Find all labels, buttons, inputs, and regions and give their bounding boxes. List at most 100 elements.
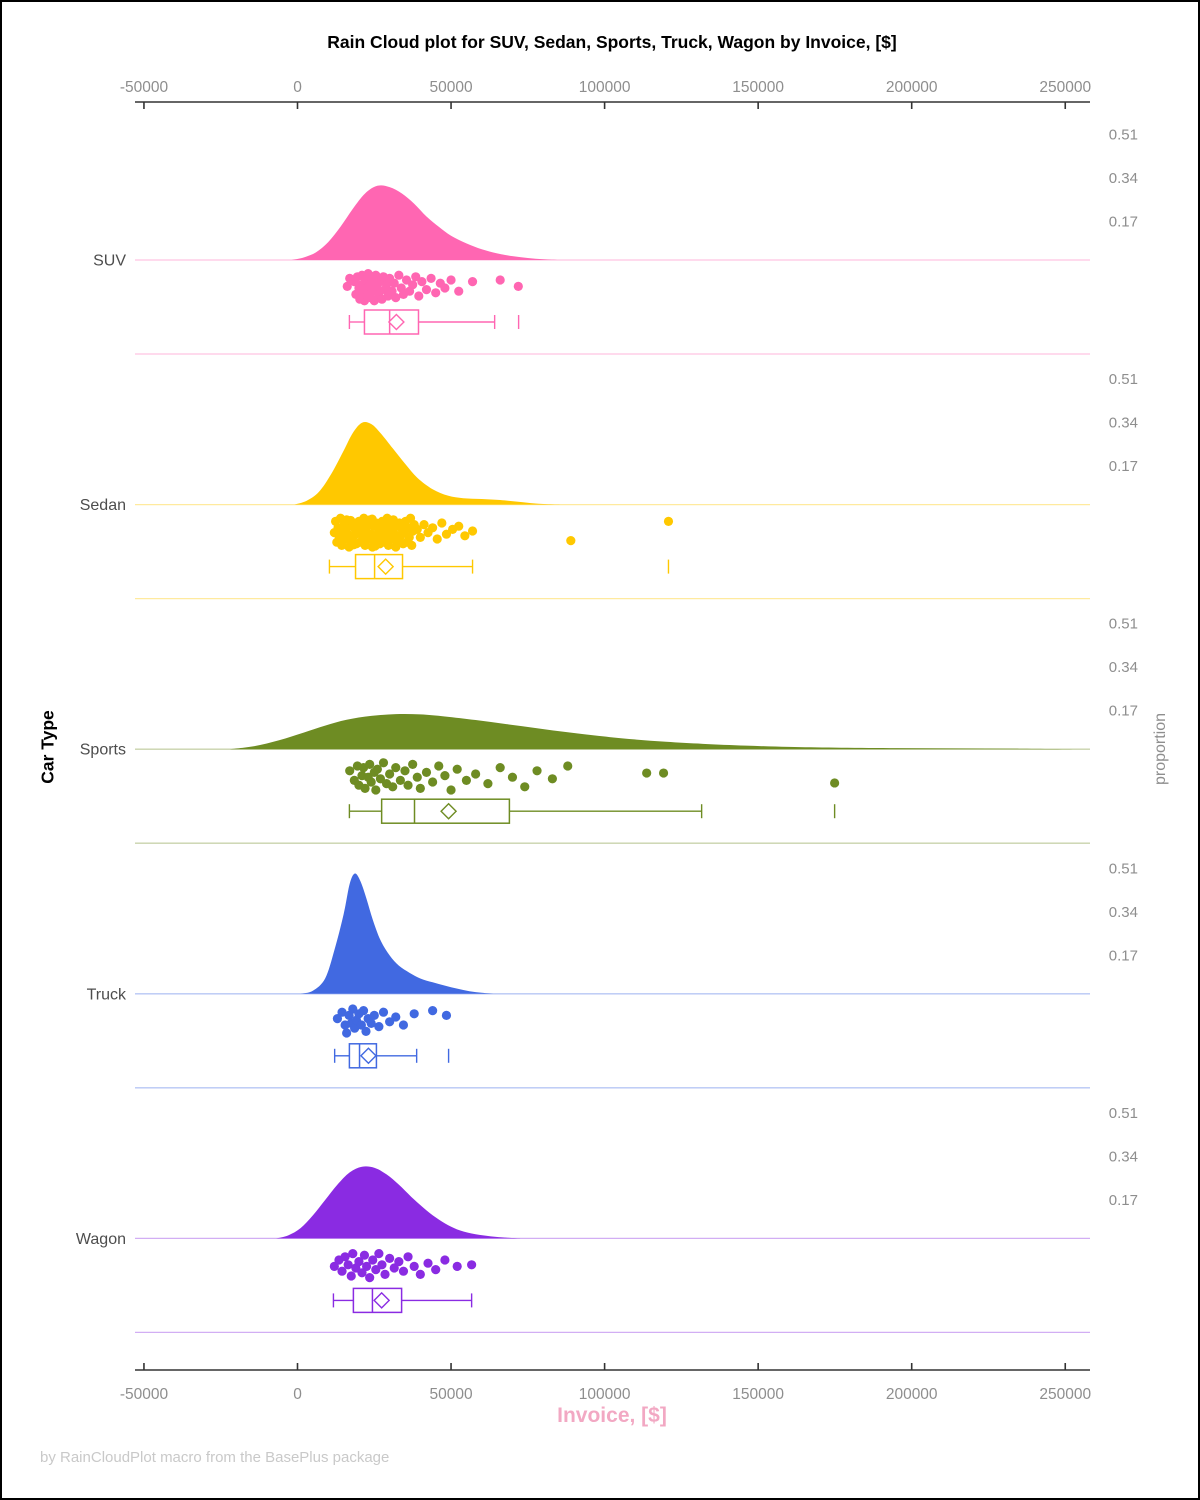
rain-point-sports [520, 782, 530, 792]
rain-point-sedan [663, 516, 674, 527]
bottom-x-axis-tick-label: -50000 [120, 1386, 169, 1403]
rain-point-sedan [432, 534, 442, 544]
top-x-axis-tick-label: 50000 [429, 79, 472, 96]
rain-point-sedan [358, 536, 368, 547]
rain-point-sports [395, 775, 405, 786]
mean-diamond-wagon [373, 1291, 391, 1309]
rain-point-suv [391, 293, 401, 303]
category-label-sports: Sports [80, 742, 126, 759]
rain-point-truck [428, 1006, 438, 1016]
rain-point-sports [403, 780, 413, 790]
proportion-tick-label: 0.51 [1109, 860, 1138, 877]
rain-point-wagon [354, 1257, 364, 1267]
rain-point-sedan [346, 515, 356, 526]
proportion-tick-label: 0.51 [1109, 126, 1138, 143]
proportion-tick-label: 0.34 [1109, 904, 1138, 921]
rain-point-sedan [379, 517, 390, 527]
rain-point-wagon [357, 1268, 367, 1278]
density-cloud-sedan [294, 422, 562, 505]
rain-point-sports [372, 764, 382, 774]
rain-point-suv [467, 277, 478, 287]
proportion-tick-label: 0.17 [1109, 213, 1138, 230]
bottom-x-axis-tick-label: 200000 [886, 1386, 938, 1403]
proportion-tick-label: 0.17 [1109, 947, 1138, 964]
rain-point-suv [417, 277, 427, 287]
rain-point-sports [452, 764, 462, 774]
rain-point-sedan [342, 533, 353, 543]
rain-point-suv [426, 273, 436, 283]
rain-point-wagon [403, 1252, 413, 1262]
top-x-axis-tick-label: 150000 [732, 79, 784, 96]
x-axis-title-invoice: Invoice, [$] [557, 1404, 667, 1427]
rain-point-wagon [409, 1261, 419, 1271]
rain-point-truck [409, 1009, 419, 1019]
rain-point-sports [366, 777, 376, 787]
rain-point-wagon [452, 1261, 462, 1271]
rain-point-sports [532, 766, 542, 776]
rain-point-sedan [364, 531, 374, 542]
rain-point-wagon [385, 1253, 395, 1263]
rain-point-wagon [389, 1263, 399, 1273]
mean-diamond-sedan [377, 558, 395, 576]
rain-point-wagon [398, 1266, 409, 1276]
rain-point-sports [365, 759, 375, 770]
top-x-axis-tick-label: 200000 [886, 79, 938, 96]
rain-point-truck [356, 1020, 366, 1030]
rain-point-wagon [415, 1269, 425, 1279]
category-label-suv: SUV [93, 253, 126, 270]
rain-point-sports [412, 772, 422, 782]
rain-point-sports [378, 758, 389, 768]
rain-point-suv [446, 275, 456, 285]
rain-point-suv [389, 278, 399, 288]
rain-point-wagon [431, 1265, 441, 1275]
rain-point-truck [361, 1026, 371, 1036]
bottom-x-axis-tick-label: 250000 [1039, 1386, 1091, 1403]
rain-point-wagon [423, 1258, 433, 1268]
rain-point-sedan [370, 541, 380, 551]
rain-point-sedan [412, 524, 422, 535]
rain-point-sedan [407, 540, 417, 551]
mean-diamond-truck [359, 1047, 377, 1065]
rain-point-suv [440, 283, 450, 293]
chart-title: Rain Cloud plot for SUV, Sedan, Sports, … [327, 32, 897, 52]
rain-point-sports [440, 771, 450, 781]
rain-point-truck [358, 1006, 369, 1016]
bottom-x-axis-tick-label: 50000 [429, 1386, 472, 1403]
density-cloud-sports [229, 714, 1081, 750]
category-label-wagon: Wagon [76, 1231, 126, 1248]
rain-point-wagon [440, 1255, 450, 1265]
rain-point-sports [642, 768, 652, 778]
rain-point-wagon [380, 1269, 390, 1279]
rain-point-sedan [467, 526, 478, 536]
rain-point-suv [408, 280, 418, 290]
rain-point-sports [461, 775, 472, 786]
rain-point-truck [374, 1022, 384, 1032]
rain-point-truck [337, 1007, 347, 1017]
rain-point-suv [342, 281, 352, 291]
rain-point-sports [428, 777, 438, 787]
rain-point-wagon [359, 1250, 370, 1260]
proportion-tick-label: 0.34 [1109, 659, 1138, 676]
bottom-x-axis-tick-label: 100000 [579, 1386, 631, 1403]
proportion-tick-label: 0.17 [1109, 1192, 1138, 1209]
rain-point-suv [414, 291, 424, 301]
rain-point-sedan [352, 528, 362, 538]
rain-point-sports [385, 769, 395, 779]
rain-point-sports [471, 769, 481, 779]
rain-point-sedan [460, 531, 470, 541]
rain-point-wagon [374, 1249, 384, 1259]
rain-point-sports [547, 774, 557, 784]
rain-point-wagon [337, 1266, 347, 1276]
rain-point-wagon [329, 1261, 339, 1271]
category-label-truck: Truck [87, 986, 127, 1003]
rain-point-suv [394, 270, 404, 280]
category-label-sedan: Sedan [80, 497, 126, 514]
rain-point-wagon [340, 1252, 350, 1262]
top-x-axis-tick-label: 0 [293, 79, 302, 96]
top-x-axis-tick-label: 250000 [1039, 79, 1091, 96]
rain-point-sports [360, 783, 370, 794]
rain-point-sports [388, 782, 398, 792]
rain-point-truck [332, 1014, 343, 1024]
rain-point-wagon [348, 1249, 358, 1259]
